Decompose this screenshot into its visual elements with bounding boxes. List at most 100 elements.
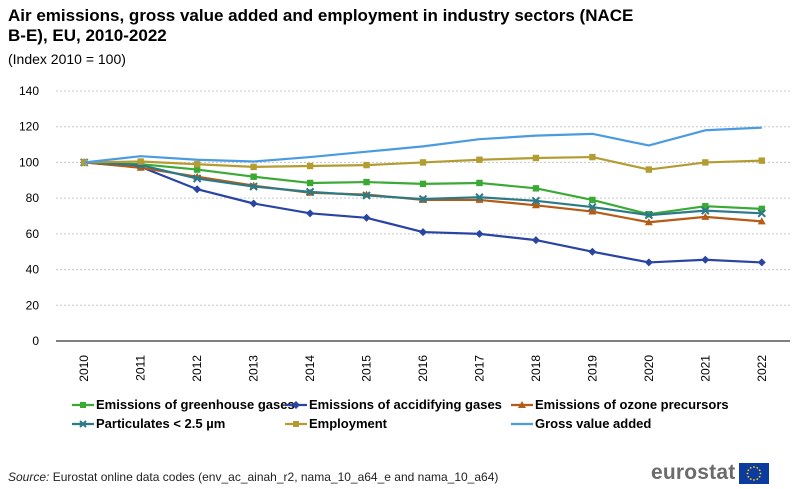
data-point — [532, 154, 540, 162]
legend-item: Emissions of greenhouse gases — [72, 397, 295, 413]
legend-item: Emissions of ozone precursors — [511, 397, 729, 413]
flag-star — [760, 472, 762, 474]
legend-swatch — [511, 401, 533, 408]
source-label: Source: — [8, 470, 50, 484]
data-point — [363, 161, 370, 169]
x-tick-label: 2015 — [360, 355, 374, 382]
legend-swatch — [285, 421, 307, 427]
data-point — [419, 159, 427, 166]
y-tick-label: 0 — [32, 334, 39, 348]
data-point — [363, 178, 370, 186]
data-point — [758, 157, 765, 164]
data-point — [588, 207, 597, 215]
legend-label: Gross value added — [535, 416, 652, 431]
data-point — [757, 209, 766, 218]
legend-item: Emissions of accidifying gases — [285, 397, 502, 413]
data-point — [250, 173, 257, 180]
data-point — [249, 182, 258, 191]
data-point — [701, 255, 710, 264]
series-line — [84, 161, 762, 216]
data-point — [476, 156, 483, 163]
x-tick-label: 2019 — [585, 355, 599, 382]
data-point — [589, 196, 596, 204]
flag-star — [756, 466, 759, 469]
legend-label: Employment — [309, 416, 388, 431]
data-point — [475, 229, 484, 238]
data-point — [249, 199, 258, 208]
eurostat-logo: eurostat — [651, 461, 770, 484]
flag-star — [747, 475, 750, 478]
x-tick-label: 2022 — [755, 355, 769, 382]
data-point — [418, 194, 428, 204]
x-tick-label: 2016 — [416, 355, 430, 382]
data-point — [362, 191, 371, 200]
series-line — [84, 126, 762, 164]
legend-item: Employment — [285, 416, 387, 432]
data-point — [702, 202, 709, 210]
data-point — [475, 195, 484, 203]
data-point — [306, 179, 314, 187]
flag-star — [759, 475, 761, 478]
flag-star — [747, 468, 750, 471]
data-point — [193, 166, 201, 173]
data-point — [193, 161, 201, 168]
x-tick-label: 2011 — [134, 355, 148, 381]
data-point — [193, 185, 202, 194]
source-text: Eurostat online data codes (env_ac_ainah… — [52, 470, 499, 484]
data-point — [306, 209, 315, 218]
y-tick-label: 60 — [26, 227, 40, 241]
x-tick-label: 2017 — [472, 355, 486, 382]
x-tick-label: 2021 — [698, 355, 712, 382]
flag-star — [759, 468, 761, 471]
brand-name: eurostat — [651, 461, 736, 484]
x-tick-label: 2013 — [247, 355, 261, 382]
flag-star — [756, 477, 759, 480]
data-point — [137, 158, 144, 165]
x-tick-label: 2012 — [190, 355, 204, 382]
data-point — [701, 206, 710, 215]
data-point — [419, 180, 427, 188]
data-point — [531, 201, 540, 209]
chart-title: Air emissions, gross value added and emp… — [8, 6, 634, 45]
flag-star — [750, 477, 753, 480]
x-tick-label: 2014 — [303, 355, 317, 382]
legend-label: Particulates < 2.5 µm — [96, 416, 226, 431]
y-tick-label: 40 — [26, 263, 40, 277]
legend-swatch — [285, 401, 307, 409]
series-line — [84, 161, 762, 217]
y-tick-label: 120 — [19, 120, 39, 134]
data-point — [531, 236, 540, 245]
source-note: Source: Eurostat online data codes (env_… — [8, 470, 498, 484]
legend-item: Particulates < 2.5 µm — [72, 416, 225, 432]
data-point — [192, 174, 202, 183]
data-point — [250, 163, 257, 171]
data-point — [757, 258, 766, 267]
data-point — [644, 258, 653, 267]
eu-flag-icon — [739, 462, 770, 484]
legend-swatch — [511, 422, 533, 426]
data-point — [589, 153, 596, 161]
data-point — [306, 162, 314, 170]
line-chart: 0 20 40 60 80 100 120 140 2010 2011 2012 2013 2014 20… — [19, 84, 790, 382]
data-point — [362, 213, 371, 222]
legend-label: Emissions of accidifying gases — [309, 397, 502, 412]
data-point — [588, 247, 597, 256]
data-point — [645, 166, 653, 173]
data-point — [532, 185, 540, 192]
data-point — [136, 163, 145, 171]
data-point — [531, 196, 541, 206]
y-tick-label: 140 — [19, 84, 39, 98]
legend-swatch — [72, 420, 94, 428]
data-point — [475, 193, 484, 202]
data-point — [644, 218, 653, 226]
data-point — [701, 212, 710, 220]
data-point — [588, 202, 597, 212]
flag-star — [753, 465, 756, 468]
chart-subtitle: (Index 2010 = 100) — [8, 51, 126, 67]
y-tick-label: 80 — [26, 191, 40, 205]
flag-star — [753, 478, 756, 481]
data-point — [757, 217, 766, 225]
y-tick-label: 20 — [26, 298, 40, 312]
data-point — [419, 228, 427, 237]
legend-swatch — [72, 402, 94, 408]
